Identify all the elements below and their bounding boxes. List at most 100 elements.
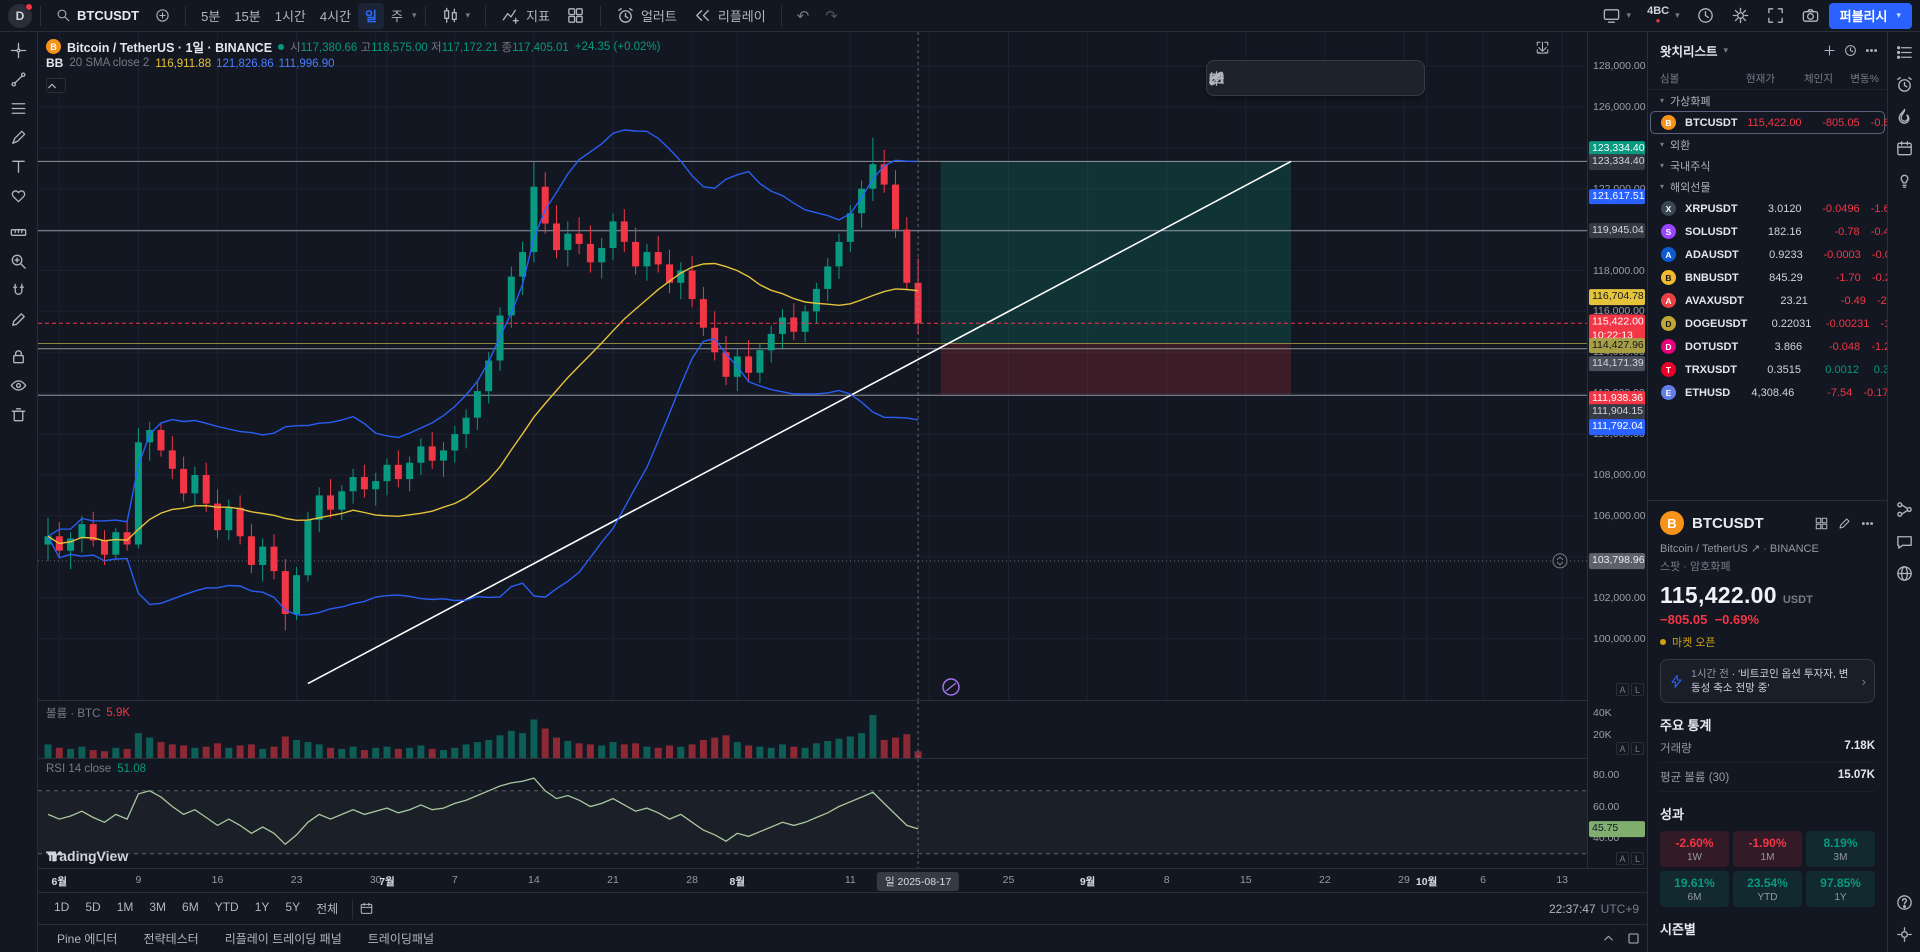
range-3M[interactable]: 3M xyxy=(149,900,167,914)
tab-트레이딩패널[interactable]: 트레이딩패널 xyxy=(367,932,435,946)
layout-select-button[interactable]: ▾ xyxy=(1595,3,1639,29)
clock[interactable]: 22:37:47 UTC+9 xyxy=(1548,901,1639,916)
tab-전략테스터[interactable]: 전략테스터 xyxy=(143,932,199,946)
sidebar-hotlists-button[interactable] xyxy=(1890,102,1918,130)
volume-legend[interactable]: 볼륨 · BTC 5.9K xyxy=(46,707,131,720)
timeframe-1시간[interactable]: 1시간 xyxy=(274,9,306,24)
sidebar-ideas-button[interactable] xyxy=(1890,166,1918,194)
timeframe-4시간[interactable]: 4시간 xyxy=(319,9,352,24)
ft-rectangle-tool[interactable] xyxy=(1209,64,1419,92)
user-avatar[interactable]: D xyxy=(8,2,33,28)
timeframe-5분[interactable]: 5분 xyxy=(201,9,221,24)
emoji-tool[interactable] xyxy=(2,181,36,210)
add-symbol-button[interactable] xyxy=(148,3,177,29)
draw-tool[interactable] xyxy=(2,305,36,334)
alert-button[interactable]: 얼러트 xyxy=(609,3,684,29)
timeframe-주[interactable]: 주 xyxy=(391,9,403,24)
timeframe-일[interactable]: 일 xyxy=(358,2,385,29)
undo-button[interactable]: ↶ xyxy=(796,7,810,25)
sidebar-settings-button[interactable] xyxy=(1890,920,1918,948)
ft-pattern-tool[interactable] xyxy=(1211,64,1329,92)
tab-리플레이 트레이딩 패널[interactable]: 리플레이 트레이딩 패널 xyxy=(224,932,342,946)
watchlist-section-외환[interactable]: ▾ 외환 xyxy=(1660,139,1691,152)
maximize-pane-icon[interactable] xyxy=(1535,40,1550,55)
main-legend[interactable]: B Bitcoin / TetherUS · 1일 · BINANCE 시117… xyxy=(46,37,661,56)
more-options-icon[interactable] xyxy=(1864,43,1879,58)
zoom-tool[interactable] xyxy=(2,247,36,276)
ft-curve-tool[interactable] xyxy=(1209,64,1389,92)
watchlist-row-ETHUSD[interactable]: E ETHUSD 4,308.46 -7.54 -0.17% xyxy=(1650,381,1898,404)
volume-pane[interactable] xyxy=(38,701,1587,758)
fib-tool[interactable] xyxy=(2,94,36,123)
watchlist-title[interactable]: 왓치리스트 xyxy=(1660,44,1718,59)
brush-tool[interactable] xyxy=(2,123,36,152)
tradingview-logo[interactable]: TradingView xyxy=(46,848,129,864)
symbol-search-button[interactable]: BTCUSDT xyxy=(49,3,146,29)
sidebar-chat-button[interactable] xyxy=(1890,527,1918,555)
ft-parallel-channel-tool[interactable] xyxy=(1209,64,1299,92)
range-1Y[interactable]: 1Y xyxy=(254,900,270,914)
calendar-icon[interactable] xyxy=(359,901,374,916)
lock-drawings-tool[interactable] xyxy=(2,342,36,371)
watchlist-menu-caret[interactable]: ▾ xyxy=(1723,44,1729,55)
timeframe-menu-caret[interactable]: ▾ xyxy=(411,10,417,20)
redo-button[interactable]: ↷ xyxy=(825,7,838,25)
hide-drawings-tool[interactable] xyxy=(2,371,36,400)
indicator-templates-button[interactable] xyxy=(559,3,592,29)
detail-fullname[interactable]: Bitcoin / TetherUS ↗ · BINANCE xyxy=(1660,543,1819,555)
edit-icon[interactable] xyxy=(1837,516,1852,531)
trend-line-tool[interactable] xyxy=(2,65,36,94)
range-1D[interactable]: 1D xyxy=(54,900,70,914)
sidebar-alerts-button[interactable] xyxy=(1890,70,1918,98)
text-tool[interactable] xyxy=(2,152,36,181)
watchlist-section-가상화폐[interactable]: ▾ 가상화폐 xyxy=(1660,95,1711,108)
history-icon[interactable] xyxy=(1843,43,1858,58)
screenshot-button[interactable] xyxy=(1794,3,1827,29)
fullscreen-button[interactable] xyxy=(1759,3,1792,29)
add-symbol-icon[interactable] xyxy=(1822,43,1837,58)
publish-caret[interactable]: ▾ xyxy=(1896,10,1901,20)
chart-style-button[interactable]: ▾ xyxy=(434,3,478,29)
sidebar-watchlist-button[interactable] xyxy=(1890,38,1918,66)
watchlist-section-해외선물[interactable]: ▾ 해외선물 xyxy=(1660,181,1711,194)
sidebar-help-button[interactable] xyxy=(1890,888,1918,916)
ft-cross-line-tool[interactable] xyxy=(1209,64,1269,92)
legend-collapse-button[interactable] xyxy=(46,78,66,93)
range-5Y[interactable]: 5Y xyxy=(285,900,301,914)
main-price-pane[interactable] xyxy=(38,32,1587,700)
remove-drawings-tool[interactable] xyxy=(2,400,36,429)
range-5D[interactable]: 5D xyxy=(85,900,101,914)
range-YTD[interactable]: YTD xyxy=(214,900,239,914)
chart-plot[interactable]: B Bitcoin / TetherUS · 1일 · BINANCE 시117… xyxy=(38,32,1587,868)
bb-legend[interactable]: BB 20 SMA close 2 116,911.88 121,826.86 11… xyxy=(46,56,335,70)
sidebar-globe-button[interactable] xyxy=(1890,559,1918,587)
chart-grid-icon[interactable] xyxy=(1814,516,1829,531)
alert-manage-button[interactable] xyxy=(1689,3,1722,29)
settings-button[interactable] xyxy=(1724,3,1757,29)
news-card[interactable]: 1시간 전 · '비트코인 옵션 투자자, 변동성 축소 전망 중' › xyxy=(1660,659,1875,704)
range-전체[interactable]: 전체 xyxy=(316,902,339,916)
sidebar-calendar-button[interactable] xyxy=(1890,134,1918,162)
magnet-tool[interactable] xyxy=(2,276,36,305)
rsi-pane[interactable] xyxy=(38,759,1587,868)
range-6M[interactable]: 6M xyxy=(182,900,199,914)
more-options-icon[interactable] xyxy=(1860,516,1875,531)
panel-collapse-icon[interactable] xyxy=(1601,931,1616,946)
panel-maximize-icon[interactable] xyxy=(1626,931,1641,946)
broker-button[interactable]: 4BC ● ▾ xyxy=(1647,5,1680,25)
indicators-button[interactable]: 지표 xyxy=(494,3,557,29)
ft-elliott-wave-tool[interactable] xyxy=(1209,64,1359,92)
range-1M[interactable]: 1M xyxy=(116,900,134,914)
timeframe-15분[interactable]: 15분 xyxy=(234,9,261,24)
